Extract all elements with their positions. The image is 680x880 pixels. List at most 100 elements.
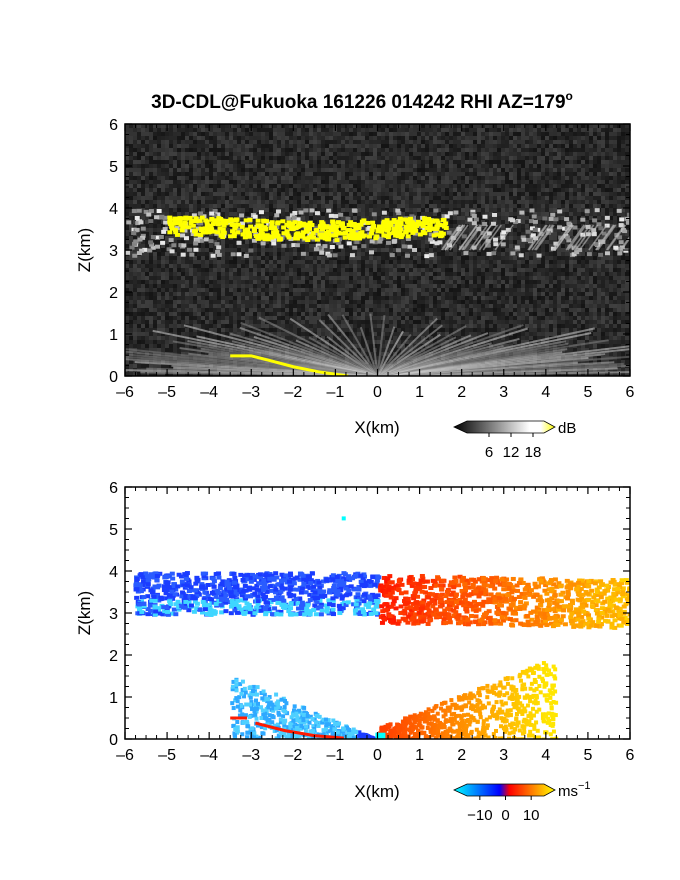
noise-pixel [473,168,477,172]
noise-pixel [329,180,333,184]
noise-pixel [473,176,477,180]
noise-pixel [197,168,201,172]
noise-pixel [401,248,405,252]
noise-pixel [437,124,441,128]
noise-pixel [289,144,293,148]
noise-pixel [333,184,337,188]
noise-pixel [361,180,365,184]
noise-pixel [253,180,257,184]
noise-pixel [505,224,509,228]
noise-pixel [437,152,441,156]
noise-pixel [417,268,421,272]
noise-pixel [225,248,229,252]
noise-pixel [205,204,209,208]
noise-pixel [173,188,177,192]
noise-pixel [393,252,397,256]
noise-pixel [497,128,501,132]
noise-pixel [213,144,217,148]
noise-pixel [417,272,421,276]
noise-pixel [469,156,473,160]
noise-pixel [565,208,569,212]
noise-pixel [277,252,281,256]
noise-pixel [521,184,525,188]
noise-pixel [601,276,605,280]
noise-pixel [333,212,337,216]
noise-pixel [289,244,293,248]
noise-pixel [413,204,417,208]
noise-pixel [213,200,217,204]
noise-pixel [357,192,361,196]
noise-pixel [293,124,297,128]
noise-pixel [449,224,453,228]
noise-pixel [389,152,393,156]
noise-pixel [625,208,629,212]
noise-pixel [233,248,237,252]
noise-pixel [449,276,453,280]
noise-pixel [437,260,441,264]
noise-pixel [533,256,537,260]
noise-pixel [141,180,145,184]
noise-pixel [473,192,477,196]
noise-pixel [505,128,509,132]
noise-pixel [353,132,357,136]
noise-pixel [165,256,169,260]
noise-pixel [133,276,137,280]
noise-pixel [465,128,469,132]
noise-pixel [409,188,413,192]
noise-pixel [457,264,461,268]
noise-pixel [281,156,285,160]
noise-pixel [165,188,169,192]
noise-pixel [213,276,217,280]
noise-pixel [177,200,181,204]
noise-pixel [173,184,177,188]
noise-pixel [561,132,565,136]
noise-pixel [301,256,305,260]
noise-pixel [445,252,449,256]
noise-pixel [177,188,181,192]
noise-pixel [125,236,129,240]
noise-pixel [573,144,577,148]
noise-pixel [329,132,333,136]
noise-pixel [305,124,309,128]
noise-pixel [373,124,377,128]
noise-pixel [545,200,549,204]
noise-pixel [153,196,157,200]
noise-pixel [553,196,557,200]
noise-pixel [493,264,497,268]
noise-pixel [309,160,313,164]
noise-pixel [409,184,413,188]
noise-pixel [449,220,453,224]
noise-pixel [381,272,385,276]
noise-pixel [225,160,229,164]
noise-pixel [133,188,137,192]
noise-pixel [505,184,509,188]
noise-pixel [181,272,185,276]
noise-pixel [313,208,317,212]
noise-pixel [293,272,297,276]
noise-pixel [189,192,193,196]
noise-pixel [477,188,481,192]
noise-pixel [613,200,617,204]
noise-pixel [413,240,417,244]
noise-pixel [333,192,337,196]
noise-pixel [321,260,325,264]
noise-pixel [293,264,297,268]
noise-pixel [409,212,413,216]
noise-pixel [473,228,477,232]
noise-pixel [521,248,525,252]
noise-pixel [237,172,241,176]
noise-pixel [201,156,205,160]
noise-pixel [145,264,149,268]
noise-pixel [549,160,553,164]
noise-pixel [161,232,165,236]
noise-pixel [525,244,529,248]
noise-pixel [213,164,217,168]
noise-pixel [153,248,157,252]
noise-pixel [361,260,365,264]
noise-pixel [301,200,305,204]
noise-pixel [613,260,617,264]
noise-pixel [541,224,545,228]
noise-pixel [185,240,189,244]
noise-pixel [445,176,449,180]
noise-pixel [241,192,245,196]
